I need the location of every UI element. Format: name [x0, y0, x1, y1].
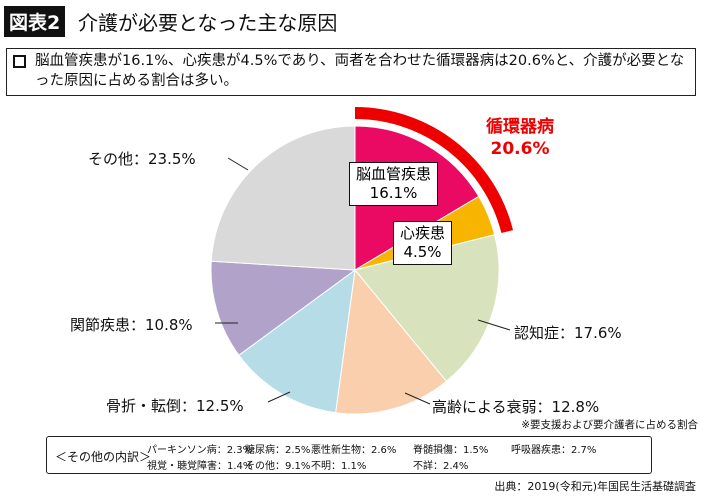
- others-item: 視覚・聴覚障害：1.4%: [147, 461, 253, 472]
- pie-slice-2: [354, 234, 500, 382]
- leader-line: [404, 392, 431, 405]
- others-heading: ＜その他の内訳＞: [55, 450, 152, 464]
- others-item: 脊髄損傷：1.5%: [413, 445, 489, 456]
- others-breakdown: ＜その他の内訳＞ パーキンソン病：2.3% 糖尿病：2.5% 悪性新生物：2.6…: [46, 436, 652, 474]
- chart-note: ※要支援および要介護者に占める割合: [521, 419, 698, 431]
- circulatory-highlight-arc: [355, 107, 514, 234]
- checkbox-square-icon: [13, 55, 26, 68]
- stroke-value: 16.1%: [369, 184, 418, 202]
- leader-line: [227, 157, 249, 171]
- leader-line: [477, 319, 511, 331]
- label-other: その他：23.5%: [88, 150, 196, 168]
- others-item: 不詳：2.4%: [413, 461, 469, 472]
- label-heart: 心疾患 4.5%: [393, 221, 453, 265]
- summary-box: 脳血管疾患が16.1%、心疾患が4.5%であり、両者を合わせた循環器病は20.6…: [6, 48, 696, 96]
- others-item: 呼吸器疾患：2.7%: [511, 445, 597, 456]
- circulatory-value: 20.6%: [490, 139, 550, 159]
- pie-slice-3: [335, 268, 448, 415]
- summary-text: 脳血管疾患が16.1%、心疾患が4.5%であり、両者を合わせた循環器病は20.6…: [35, 53, 685, 89]
- label-joint: 関節疾患：10.8%: [70, 316, 193, 334]
- page-title: 介護が必要となった主な原因: [78, 11, 338, 35]
- heart-value: 4.5%: [403, 243, 442, 261]
- others-item: その他：9.1%: [245, 461, 311, 472]
- source-text: 出典：2019(令和元)年国民生活基礎調査: [494, 480, 696, 493]
- pie-slice-6: [210, 125, 356, 271]
- pie-slice-5: [210, 260, 357, 356]
- label-circulatory: 循環器病 20.6%: [486, 116, 554, 160]
- circulatory-name: 循環器病: [486, 117, 554, 137]
- others-item: 悪性新生物：2.6%: [311, 445, 397, 456]
- others-item: パーキンソン病：2.3%: [147, 445, 253, 456]
- others-item: 不明：1.1%: [311, 461, 367, 472]
- figure-badge: 図表2: [4, 6, 66, 37]
- label-dementia: 認知症：17.6%: [514, 324, 622, 342]
- label-fracture: 骨折・転倒：12.5%: [106, 397, 244, 415]
- label-stroke: 脳血管疾患 16.1%: [349, 162, 439, 206]
- stroke-name: 脳血管疾患: [356, 165, 432, 183]
- others-item: 糖尿病：2.5%: [245, 445, 311, 456]
- pie-slice-4: [238, 268, 356, 414]
- heart-name: 心疾患: [400, 224, 446, 242]
- label-frailty: 高齢による衰弱：12.8%: [432, 398, 600, 416]
- leader-line: [267, 391, 291, 403]
